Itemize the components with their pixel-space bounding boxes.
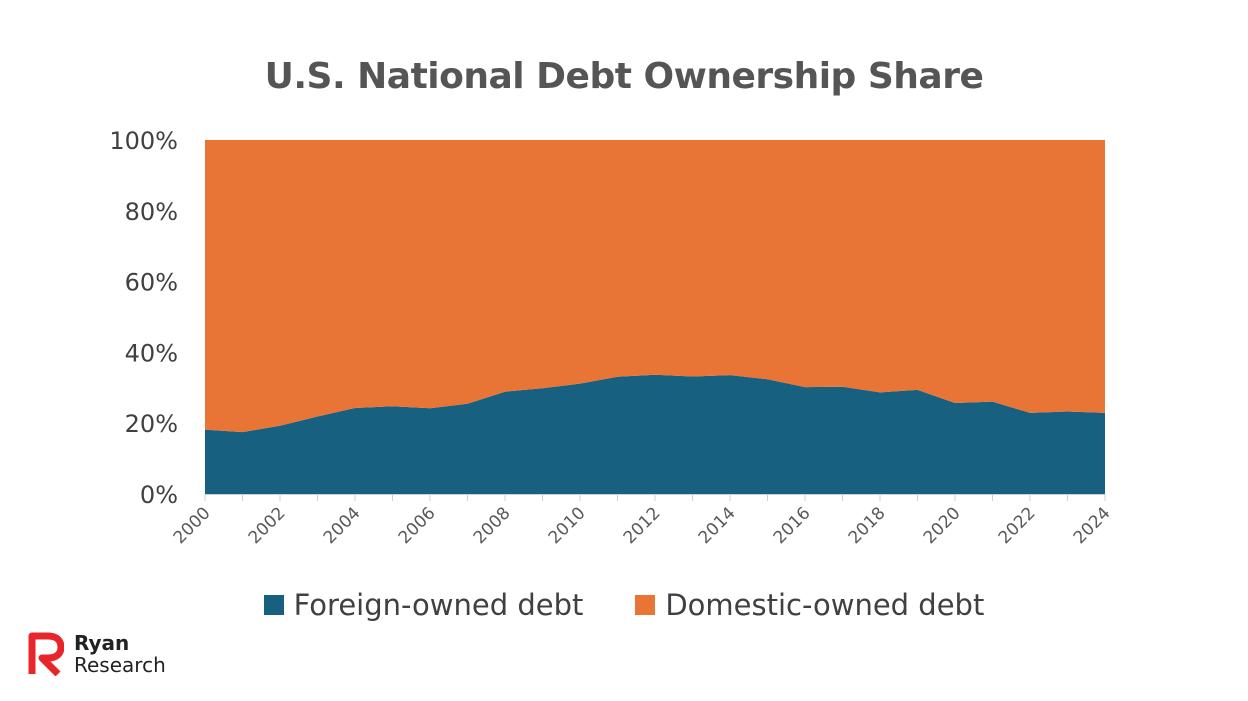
y-tick-label: 20% bbox=[125, 410, 178, 438]
x-tick-label: 2020 bbox=[920, 503, 965, 548]
legend-label-foreign: Foreign-owned debt bbox=[293, 588, 584, 622]
brand-line2: Research bbox=[74, 653, 166, 677]
x-tick-label: 2014 bbox=[695, 503, 740, 548]
legend: Foreign-owned debt Domestic-owned debt bbox=[0, 588, 1248, 622]
y-tick-label: 60% bbox=[125, 269, 178, 297]
legend-swatch-domestic bbox=[635, 595, 656, 615]
area-series-0 bbox=[205, 374, 1105, 494]
x-tick-label: 2018 bbox=[845, 503, 890, 548]
chart-title: U.S. National Debt Ownership Share bbox=[264, 56, 984, 97]
brand-logo: Ryan Research bbox=[28, 632, 166, 676]
y-tick-label: 80% bbox=[125, 198, 178, 226]
brand-r-icon bbox=[28, 632, 64, 676]
x-tick-label: 2008 bbox=[470, 503, 515, 548]
area-series-1 bbox=[205, 140, 1105, 433]
x-tick-label: 2004 bbox=[320, 503, 365, 548]
brand-line1: Ryan bbox=[74, 631, 130, 655]
x-tick-label: 2002 bbox=[245, 503, 290, 548]
x-tick-label: 2016 bbox=[770, 503, 815, 548]
y-tick-label: 100% bbox=[109, 127, 178, 155]
legend-item-foreign: Foreign-owned debt bbox=[263, 588, 584, 622]
x-tick-label: 2024 bbox=[1070, 503, 1115, 548]
x-tick-label: 2006 bbox=[395, 503, 440, 548]
x-tick-label: 2000 bbox=[170, 503, 215, 548]
x-tick-label: 2010 bbox=[545, 503, 590, 548]
x-tick-label: 2012 bbox=[620, 503, 665, 548]
legend-swatch-foreign bbox=[263, 595, 284, 615]
x-tick-label: 2022 bbox=[995, 503, 1040, 548]
legend-item-domestic: Domestic-owned debt bbox=[635, 588, 984, 622]
brand-name: Ryan Research bbox=[74, 632, 166, 676]
y-tick-label: 0% bbox=[140, 481, 178, 509]
legend-label-domestic: Domestic-owned debt bbox=[665, 588, 985, 622]
y-tick-label: 40% bbox=[125, 339, 178, 367]
